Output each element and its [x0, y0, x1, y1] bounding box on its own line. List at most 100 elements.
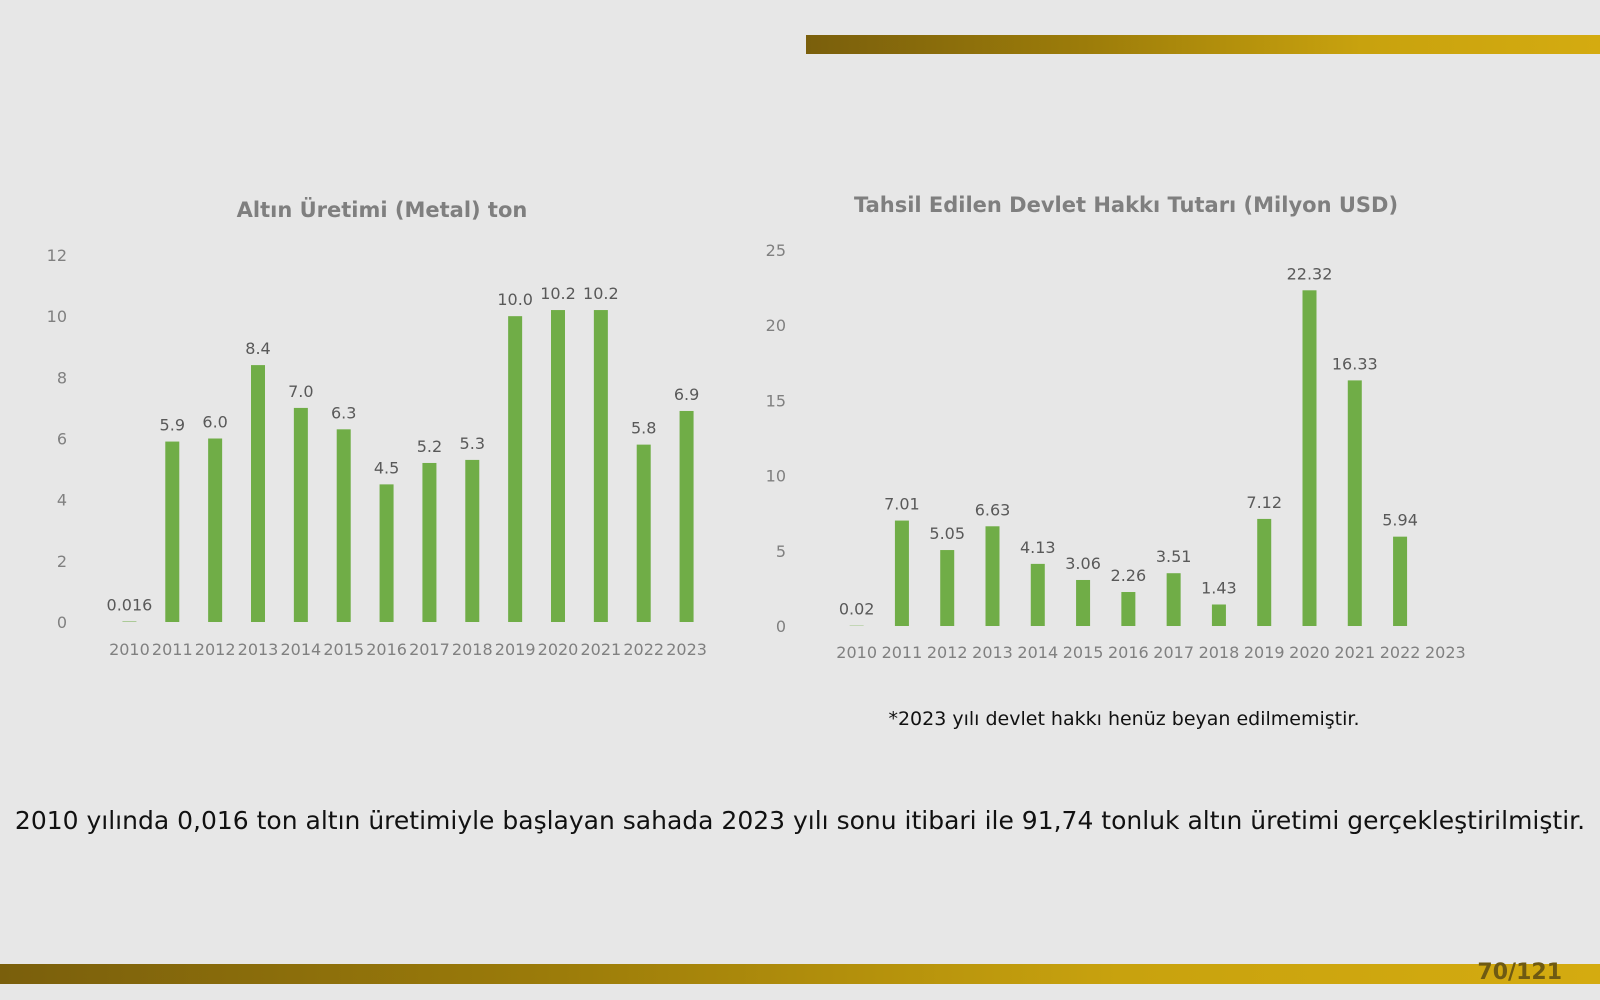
data-label: 8.4 — [245, 339, 270, 358]
y-tick-label: 6 — [57, 430, 67, 449]
data-label: 3.51 — [1156, 547, 1192, 566]
data-label: 6.63 — [975, 500, 1011, 519]
x-tick-label: 2016 — [366, 640, 407, 659]
y-tick-label: 25 — [766, 241, 786, 260]
data-label: 7.12 — [1246, 493, 1282, 512]
bar — [293, 407, 308, 622]
x-tick-label: 2020 — [538, 640, 579, 659]
page-number: 70/121 — [1477, 960, 1562, 985]
x-tick-label: 2010 — [109, 640, 150, 659]
bar — [422, 462, 437, 622]
x-tick-label: 2018 — [452, 640, 493, 659]
y-tick-label: 0 — [776, 617, 786, 636]
data-label: 4.13 — [1020, 538, 1056, 557]
x-tick-label: 2013 — [238, 640, 279, 659]
x-tick-label: 2017 — [409, 640, 450, 659]
y-tick-label: 10 — [766, 467, 786, 486]
x-tick-label: 2014 — [280, 640, 321, 659]
y-tick-label: 10 — [47, 307, 67, 326]
footnote-text: *2023 yılı devlet hakkı henüz beyan edil… — [888, 708, 1360, 730]
x-tick-label: 2023 — [666, 640, 707, 659]
bar — [1393, 536, 1408, 626]
bar — [1347, 380, 1362, 626]
y-tick-label: 0 — [57, 613, 67, 632]
bar — [508, 316, 523, 622]
x-tick-label: 2020 — [1289, 643, 1330, 662]
bar — [379, 484, 394, 622]
data-label: 10.0 — [497, 290, 533, 309]
data-label: 5.94 — [1382, 511, 1418, 530]
bar — [208, 438, 223, 622]
data-label: 22.32 — [1287, 264, 1333, 283]
x-tick-label: 2021 — [1334, 643, 1375, 662]
x-tick-label: 2011 — [882, 643, 923, 662]
data-label: 6.9 — [674, 385, 699, 404]
x-tick-label: 2010 — [836, 643, 877, 662]
x-tick-label: 2021 — [580, 640, 621, 659]
bar — [1166, 573, 1181, 626]
x-tick-label: 2012 — [195, 640, 236, 659]
x-tick-label: 2013 — [972, 643, 1013, 662]
data-label: 0.02 — [839, 600, 875, 619]
data-label: 0.016 — [107, 596, 153, 615]
x-tick-label: 2014 — [1017, 643, 1058, 662]
data-label: 5.2 — [417, 437, 442, 456]
x-tick-label: 2022 — [1380, 643, 1421, 662]
footnote: *2023 yılı devlet hakkı henüz beyan edil… — [0, 708, 1600, 730]
summary-text: 2010 yılında 0,016 ton altın üretimiyle … — [14, 806, 1586, 835]
chart-2-title: Tahsil Edilen Devlet Hakkı Tutarı (Milyo… — [853, 193, 1399, 217]
bar — [1257, 518, 1272, 626]
data-label: 3.06 — [1065, 554, 1101, 573]
bar — [551, 310, 565, 622]
chart-2-plot: 0 5 10 15 20 25 2010 0.02 2011 7.01 2012 5.05 2013 6.… — [766, 241, 1466, 662]
x-tick-label: 2019 — [1244, 643, 1285, 662]
data-label: 2.26 — [1111, 566, 1147, 585]
y-tick-label: 20 — [766, 316, 786, 335]
data-label: 10.2 — [540, 284, 576, 303]
bar — [593, 310, 608, 622]
bar — [1211, 604, 1226, 626]
chart-1-plot: 0 2 4 6 8 10 12 2010 0.016 2011 5.9 2012 6.0 2013 8.4 2… — [47, 246, 707, 659]
bar — [1030, 563, 1045, 626]
bar — [679, 410, 694, 622]
x-tick-label: 2012 — [927, 643, 968, 662]
chart-1-title: Altın Üretimi (Metal) ton — [236, 198, 528, 222]
bottom-accent-bar — [0, 964, 1600, 984]
data-label: 5.05 — [929, 524, 965, 543]
y-tick-label: 2 — [57, 552, 67, 571]
x-tick-label: 2019 — [495, 640, 536, 659]
data-label: 6.3 — [331, 403, 356, 422]
bar — [985, 526, 1000, 626]
data-label: 5.8 — [631, 419, 656, 438]
x-tick-label: 2011 — [152, 640, 193, 659]
x-tick-label: 2018 — [1199, 643, 1240, 662]
y-tick-label: 8 — [57, 368, 67, 387]
x-tick-label: 2015 — [1063, 643, 1104, 662]
bar — [1302, 290, 1317, 626]
bar — [251, 365, 265, 622]
data-label: 10.2 — [583, 284, 619, 303]
data-label: 6.0 — [202, 413, 227, 432]
y-tick-label: 12 — [47, 246, 67, 265]
y-tick-label: 15 — [766, 391, 786, 410]
x-tick-label: 2015 — [323, 640, 364, 659]
data-label: 7.0 — [288, 382, 313, 401]
data-label: 4.5 — [374, 458, 399, 477]
bar — [165, 441, 180, 622]
data-label: 1.43 — [1201, 578, 1237, 597]
data-label: 5.3 — [460, 434, 485, 453]
x-tick-label: 2016 — [1108, 643, 1149, 662]
y-tick-label: 5 — [776, 542, 786, 561]
bar — [894, 520, 909, 626]
x-tick-label: 2022 — [623, 640, 664, 659]
data-label: 7.01 — [884, 495, 920, 514]
top-accent-bar — [806, 35, 1600, 54]
bar — [940, 550, 955, 626]
bar — [336, 429, 351, 622]
bar — [1121, 592, 1136, 626]
bar — [465, 459, 480, 622]
data-label: 5.9 — [160, 416, 185, 435]
bar — [636, 444, 651, 622]
bar — [1076, 579, 1091, 626]
